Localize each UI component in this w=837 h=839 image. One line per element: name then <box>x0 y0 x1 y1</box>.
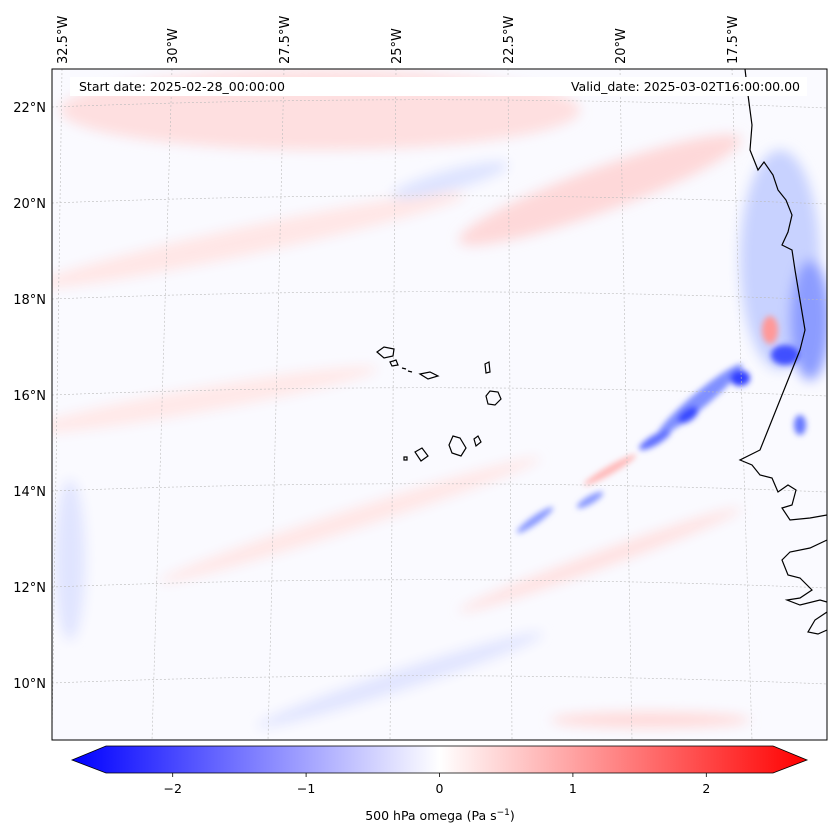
colorbar-tick-label: 1 <box>569 781 577 796</box>
colorbar-ticks: −2 −1 0 1 2 <box>163 773 710 796</box>
lat-label: 14°N <box>13 485 46 500</box>
lon-label: 32.5°W <box>56 16 71 64</box>
lon-label: 25°W <box>390 28 405 64</box>
lat-label: 10°N <box>13 677 46 692</box>
colorbar-tick-label: 2 <box>702 781 710 796</box>
colorbar-tick-label: −1 <box>297 781 315 796</box>
omega-field <box>52 70 827 728</box>
info-header: Start date: 2025-02-28_00:00:00 Valid_da… <box>70 77 807 96</box>
lon-label: 20°W <box>614 28 629 64</box>
colorbar-tick-label: −2 <box>163 781 181 796</box>
lat-axis-labels: 22°N 20°N 18°N 16°N 14°N 12°N 10°N <box>13 101 46 692</box>
colorbar: −2 −1 0 1 2 500 hPa omega (Pa s−1) <box>70 745 809 823</box>
cape-verde-islands <box>376 346 502 462</box>
lon-axis-labels: 32.5°W 30°W 27.5°W 25°W 22.5°W 20°W 17.5… <box>56 16 741 64</box>
colorbar-tick-label: 0 <box>436 781 444 796</box>
lat-label: 12°N <box>13 581 46 596</box>
valid-date-label: Valid_date: 2025-03-02T16:00:00.00 <box>571 79 800 94</box>
colorbar-bar <box>70 745 809 774</box>
lon-label: 30°W <box>166 28 181 64</box>
lon-label: 27.5°W <box>278 16 293 64</box>
lon-label: 17.5°W <box>726 16 741 64</box>
africa-coastline <box>738 69 827 635</box>
convergence-band <box>516 316 806 534</box>
map-border <box>51 68 828 741</box>
colorbar-title: 500 hPa omega (Pa s−1) <box>365 808 515 823</box>
lat-label: 18°N <box>13 293 46 308</box>
lat-label: 22°N <box>13 101 46 116</box>
lat-label: 20°N <box>13 197 46 212</box>
start-date-label: Start date: 2025-02-28_00:00:00 <box>79 79 285 94</box>
lat-gridlines <box>52 99 827 685</box>
lat-label: 16°N <box>13 389 46 404</box>
map-panel: Start date: 2025-02-28_00:00:00 Valid_da… <box>52 69 827 740</box>
lon-label: 22.5°W <box>502 16 517 64</box>
